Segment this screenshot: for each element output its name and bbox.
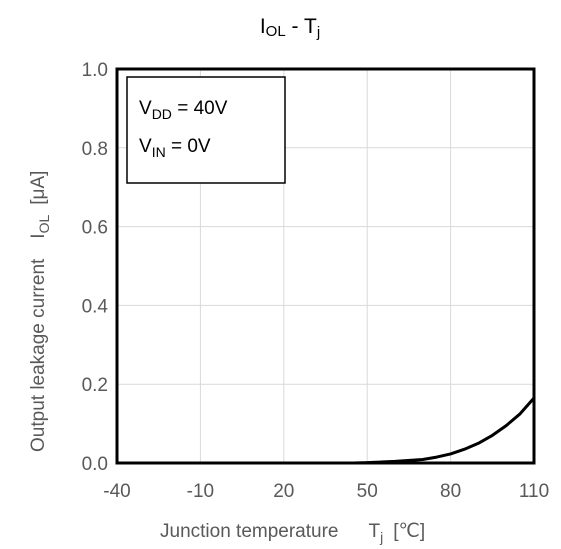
- y-tick-label: 0.0: [82, 454, 108, 475]
- x-axis-unit: [℃]: [393, 521, 425, 542]
- chart-title-sub: OL: [266, 23, 286, 40]
- legend-line-1: VDD = 40V: [139, 98, 228, 122]
- x-tick-labels: -40 -10 20 50 80 110: [103, 481, 549, 502]
- legend-1-sub: DD: [152, 106, 172, 122]
- legend-1-symbol: V: [139, 98, 152, 119]
- legend-line-2: VIN = 0V: [139, 136, 211, 160]
- x-axis-symbol: T: [369, 521, 381, 542]
- chart-title-rest-sub: j: [316, 24, 320, 41]
- legend-frame: [126, 76, 286, 184]
- legend-box: VDD = 40V VIN = 0V: [126, 76, 286, 184]
- legend-2-symbol: V: [139, 136, 152, 157]
- x-axis-label: Junction temperature Tj [℃]: [160, 521, 425, 545]
- grid-lines: [117, 69, 534, 463]
- x-tick-label: -10: [187, 481, 214, 502]
- y-tick-label: 0.4: [82, 296, 109, 317]
- x-tick-label: 110: [519, 481, 549, 502]
- y-tick-label: 0.8: [82, 139, 108, 160]
- y-tick-label: 0.6: [82, 218, 108, 239]
- y-axis-label: Output leakage current IOL [μA]: [28, 171, 52, 452]
- series-line: [117, 397, 536, 465]
- y-tick-label: 0.2: [82, 375, 108, 396]
- y-axis-label-text: Output leakage current: [28, 258, 49, 452]
- x-tick-label: -40: [103, 481, 130, 502]
- x-axis-symbol-sub: j: [379, 529, 383, 545]
- chart-title-rest: - T: [286, 15, 317, 38]
- series-layer: [117, 397, 536, 465]
- y-axis-unit: [μA]: [28, 171, 49, 205]
- legend-2-sub: IN: [152, 144, 166, 160]
- x-axis-label-text: Junction temperature: [160, 521, 339, 542]
- plot-area-border: [115, 67, 536, 465]
- x-tick-label: 80: [440, 481, 461, 502]
- chart-title: IOL - Tj: [260, 15, 320, 41]
- legend-2-text: = 0V: [166, 136, 211, 157]
- y-axis-symbol-sub: OL: [36, 215, 52, 234]
- x-tick-label: 20: [273, 481, 294, 502]
- chart-title-main: I: [260, 15, 266, 38]
- x-tick-label: 50: [357, 481, 378, 502]
- y-tick-label: 1.0: [82, 60, 108, 81]
- y-tick-labels: 0.0 0.2 0.4 0.6 0.8 1.0: [82, 60, 109, 475]
- y-axis-symbol: I: [28, 233, 49, 238]
- legend-1-text: = 40V: [172, 98, 228, 119]
